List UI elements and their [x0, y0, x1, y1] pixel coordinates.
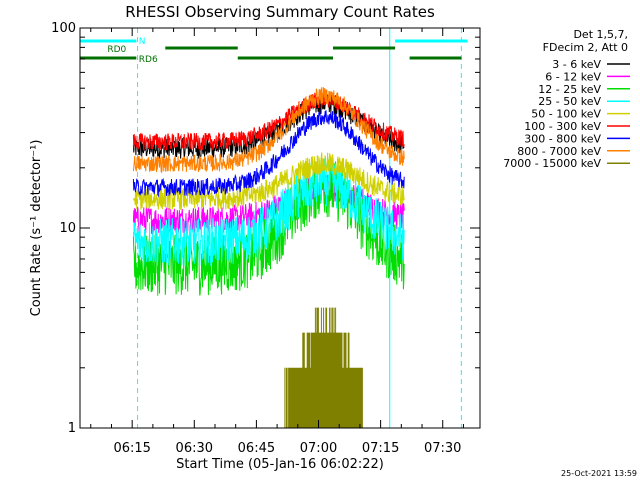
series-300-800-kev [132, 109, 405, 198]
flag-bars: N RD0 RD6 [80, 37, 468, 65]
series-line [132, 152, 405, 211]
flag-label: N [139, 37, 146, 47]
flag-label: RD0 [107, 45, 126, 55]
y-axis-label: Count Rate (s⁻¹ detector⁻¹) [29, 140, 44, 317]
flag-rd0: RD0 [107, 45, 396, 55]
series-50-100-kev [132, 152, 405, 211]
y-tick-label: 100 [51, 21, 76, 36]
x-tick-label: 07:00 [300, 441, 337, 456]
footer-timestamp: 25-Oct-2021 13:59 [561, 469, 637, 478]
flag-n: N [80, 37, 468, 47]
legend-label: 6 - 12 keV [545, 70, 601, 83]
series-25-50-kev [132, 158, 405, 267]
flag-rd6: RD6 [80, 55, 462, 65]
series-bars [284, 307, 363, 428]
series-7000-15000-kev [284, 307, 363, 428]
legend-header: FDecim 2, Att 0 [543, 41, 628, 54]
series-800-7000-kev [132, 86, 405, 174]
x-tick-label: 06:30 [176, 441, 213, 456]
x-tick-label: 06:15 [113, 441, 150, 456]
series-line [132, 158, 405, 267]
x-tick-label: 07:15 [362, 441, 399, 456]
chart-title: RHESSI Observing Summary Count Rates [125, 3, 435, 21]
data-series [132, 86, 405, 428]
axis-ticks: 06:15 06:30 06:45 07:00 07:15 07:30 1 10 100 [51, 21, 480, 456]
legend-label: 800 - 7000 keV [517, 145, 601, 158]
y-tick-label: 10 [59, 221, 76, 236]
x-axis-label: Start Time (05-Jan-16 06:02:22) [176, 457, 384, 472]
legend-label: 3 - 6 keV [552, 58, 601, 71]
legend-label: 12 - 25 keV [538, 83, 601, 96]
legend-label: 25 - 50 keV [538, 95, 601, 108]
series-line [132, 109, 405, 198]
y-tick-label: 1 [68, 421, 76, 436]
x-tick-label: 07:30 [424, 441, 461, 456]
plot-area [137, 28, 462, 428]
flag-label: RD6 [139, 55, 158, 65]
x-tick-label: 06:45 [238, 441, 275, 456]
series-line [132, 86, 405, 174]
legend-label: 100 - 300 keV [524, 120, 601, 133]
legend-label: 300 - 800 keV [524, 132, 601, 145]
legend-label: 50 - 100 keV [531, 108, 601, 121]
legend-header: Det 1,5,7, [573, 28, 628, 41]
legend-label: 7000 - 15000 keV [503, 157, 601, 170]
